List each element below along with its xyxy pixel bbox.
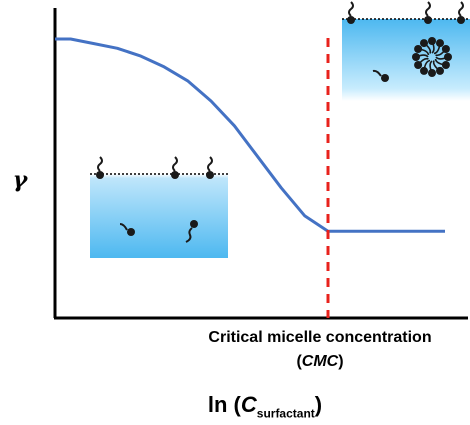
micelle-head <box>428 69 436 77</box>
micelle-head <box>436 66 444 75</box>
surfactant-molecule-icon <box>424 1 432 24</box>
surfactant-molecule-icon <box>185 220 198 243</box>
surfactant-molecule-icon <box>96 156 104 179</box>
below-cmc-illustration <box>90 156 228 258</box>
cmc-abbr: CMC <box>301 353 339 370</box>
micelle-head <box>441 45 450 53</box>
y-axis-label: γ <box>13 167 29 193</box>
micelle-head <box>436 39 444 48</box>
surfactant-molecule-icon <box>372 69 389 82</box>
water-surface-icon <box>90 174 228 258</box>
micelle-head <box>441 61 450 69</box>
micelle-head <box>444 53 452 61</box>
surfactant-molecule-icon <box>347 1 355 24</box>
cmc-open-paren: ( <box>296 353 302 370</box>
surfactant-molecule-icon <box>119 223 135 236</box>
cmc-annotation: Critical micelle concentration (CMC) <box>170 326 470 374</box>
x-axis-label: ln (Csurfactant) <box>170 392 360 420</box>
cmc-label-text: Critical micelle concentration <box>208 329 432 346</box>
x-axis-label-subscript: surfactant <box>256 406 315 421</box>
micelle-head <box>428 37 436 45</box>
micelle-head <box>414 45 423 53</box>
water-surface-icon <box>342 19 470 101</box>
surface-tension-curve <box>55 37 445 233</box>
cmc-close-paren: ) <box>338 353 344 370</box>
above-cmc-illustration <box>342 1 470 101</box>
micelle-head <box>420 66 428 75</box>
x-axis-label-variable: C <box>240 392 257 417</box>
x-axis-label-suffix: ) <box>314 392 323 417</box>
micelle-head <box>412 53 420 61</box>
cmc-abbr-line: (CMC) <box>170 350 470 374</box>
surfactant-molecule-icon <box>206 156 214 179</box>
x-axis-label-prefix: ln ( <box>207 392 241 417</box>
surfactant-molecule-icon <box>171 156 179 179</box>
micelle-head <box>420 39 428 48</box>
micelle-icon <box>412 37 452 77</box>
surfactant-molecule-icon <box>457 1 465 24</box>
micelle-head <box>414 61 423 69</box>
